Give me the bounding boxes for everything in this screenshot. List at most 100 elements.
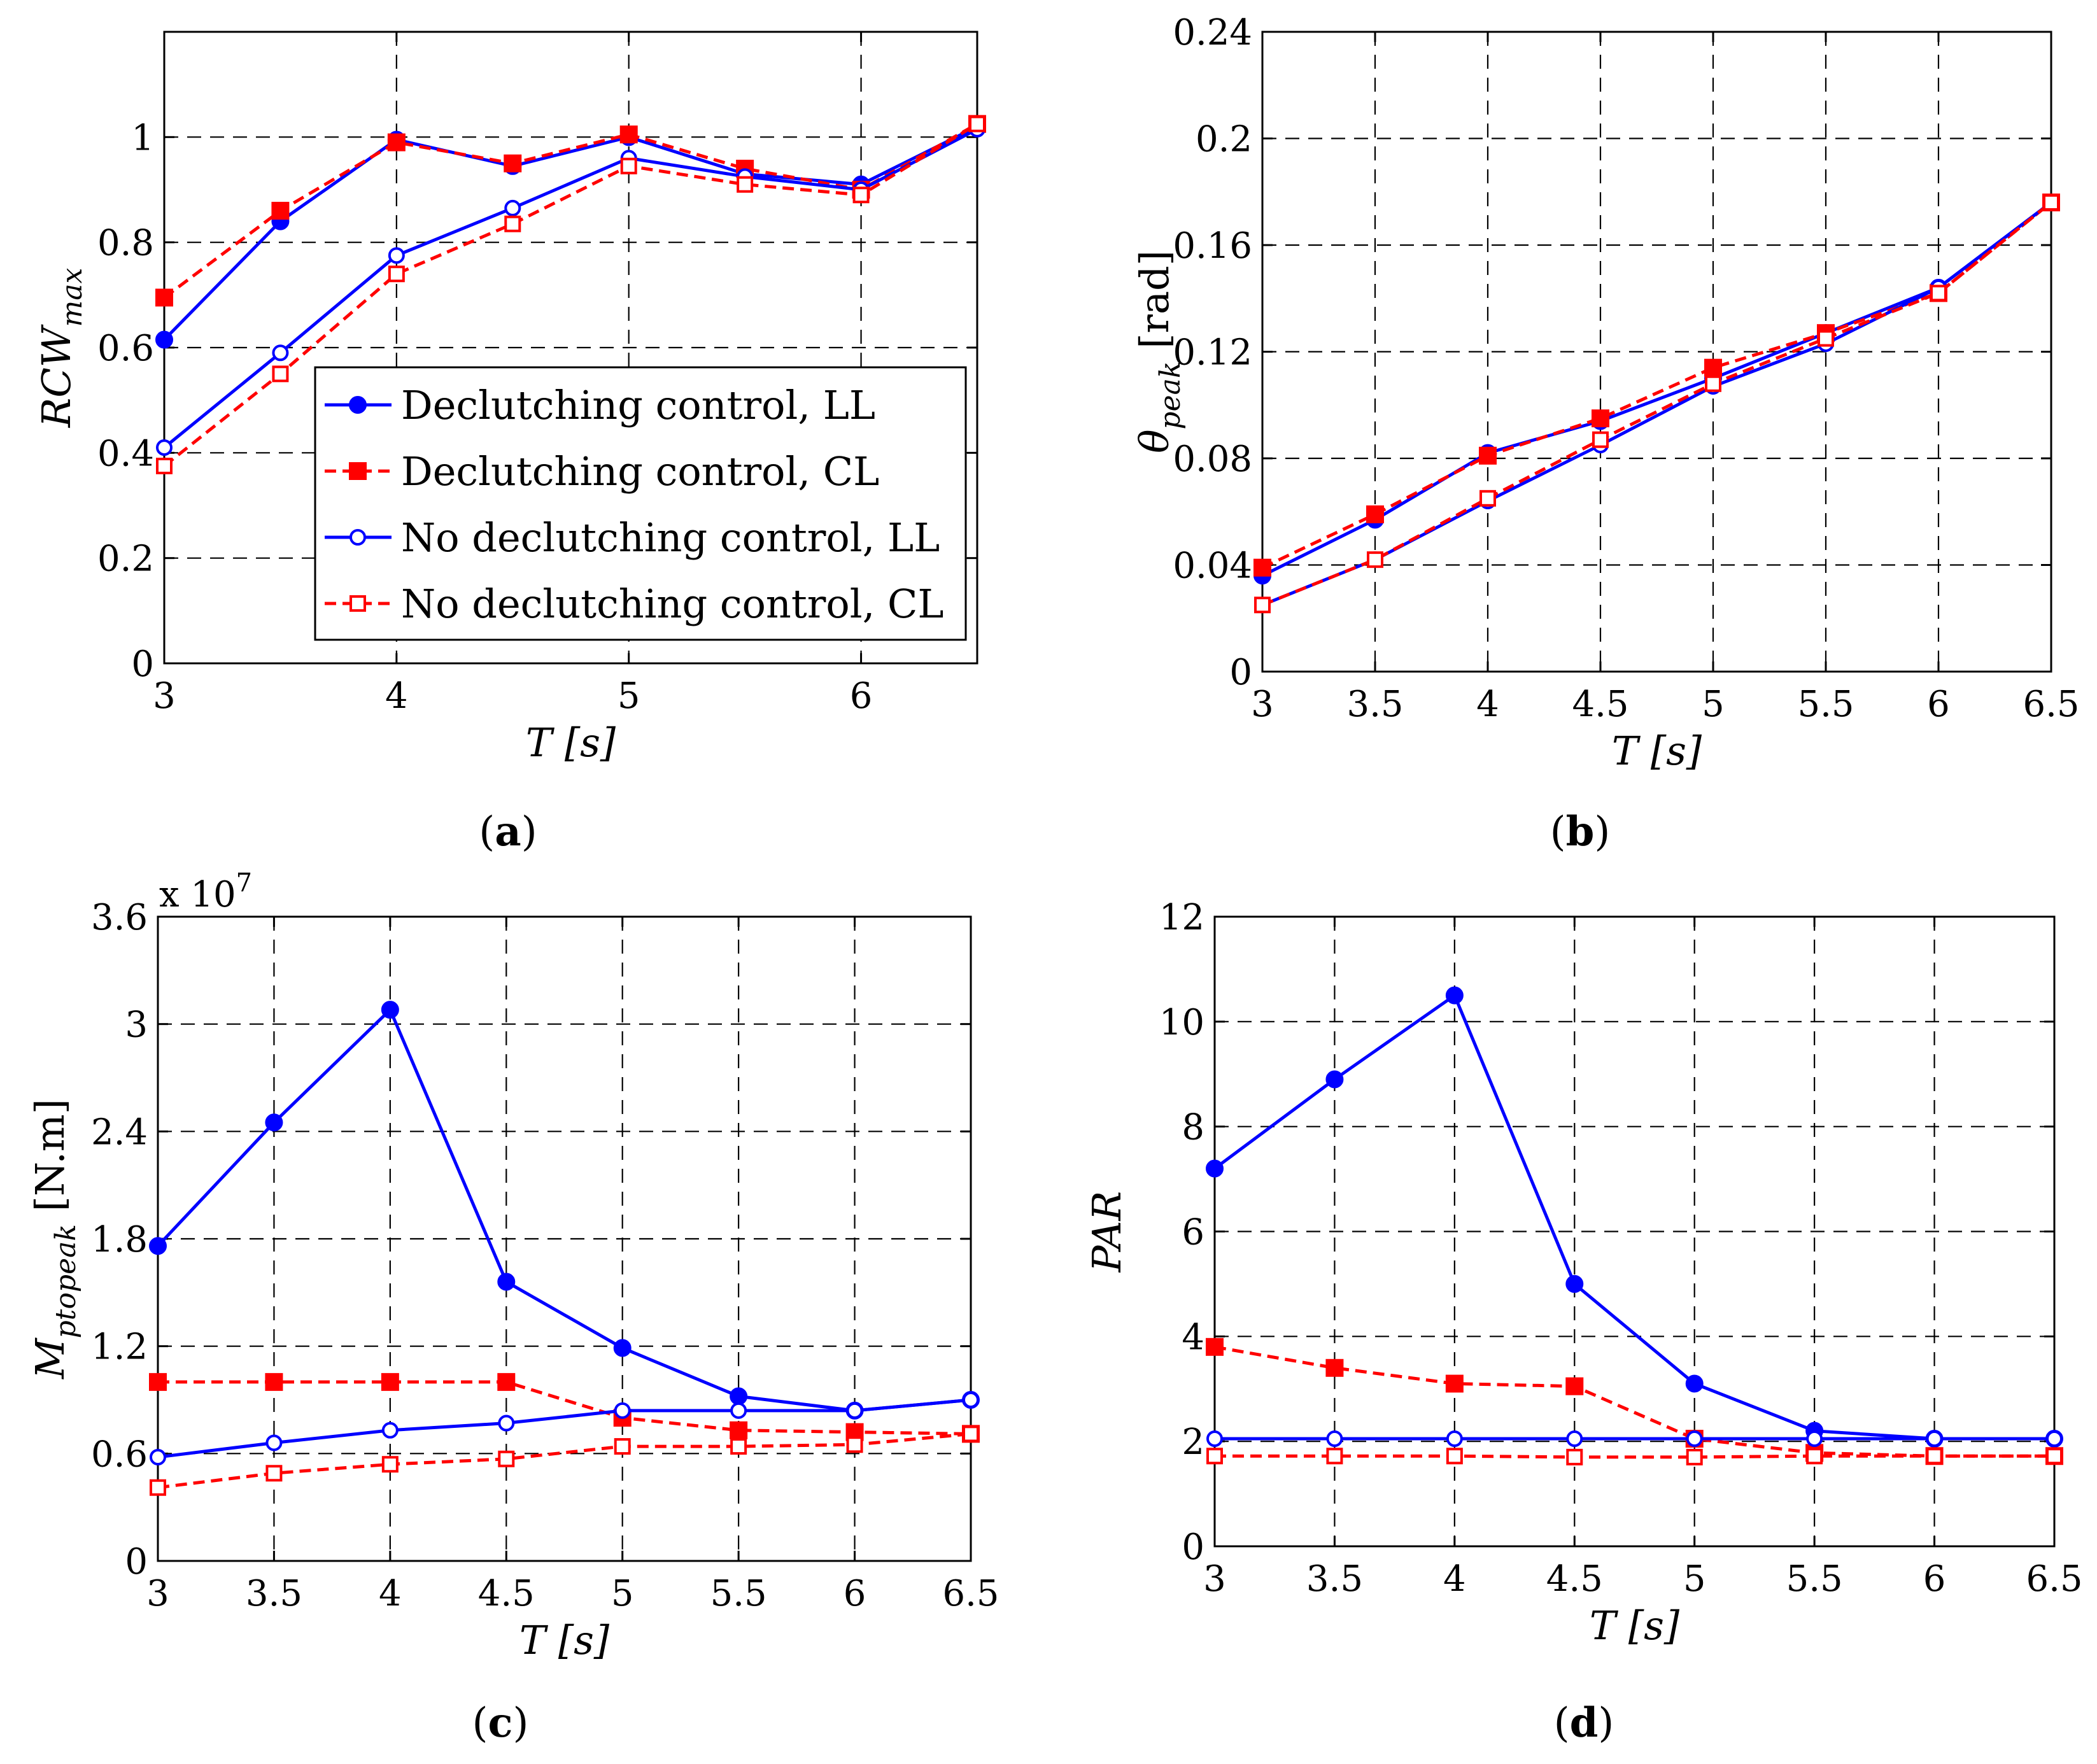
legend-marker-dc_ll	[349, 396, 367, 414]
series-nodc_cl	[156, 115, 985, 474]
caption-letter: b	[1566, 808, 1595, 856]
x-tick-label: 5.5	[1786, 1558, 1843, 1600]
y-axis-label-main: θ	[1131, 430, 1178, 453]
panel-a: 3 4 5 6 0 0.2 0.4 0.6 0.8 1 T [s] RCWmax Declutching…	[33, 31, 986, 856]
panel-caption-d: (d)	[1554, 1699, 1614, 1747]
data-point-dc_cl	[497, 1372, 516, 1391]
data-point-dc_cl	[1253, 558, 1271, 577]
y-axis-label-sub: ptopeak	[50, 1224, 82, 1338]
panel-caption-a: (a)	[479, 808, 537, 856]
x-tick-label: 3	[146, 1573, 169, 1614]
caption-paren-open: (	[472, 1700, 488, 1747]
x-tick-label: 4.5	[1572, 684, 1628, 725]
series-nodc_cl	[1206, 1448, 2063, 1465]
y-tick-label: 0.12	[1173, 332, 1252, 374]
y-tick-label: 0.2	[97, 539, 154, 580]
data-point-dc_cl	[381, 1372, 399, 1391]
data-point-nodc_cl	[265, 1465, 283, 1482]
y-tick-label: 0.04	[1173, 546, 1252, 587]
y-axis-label: PAR	[1084, 1191, 1130, 1273]
x-axis-label: T [s]	[519, 1617, 610, 1663]
data-point-dc_ll	[381, 1001, 399, 1019]
series-line-nodc_cl	[163, 122, 978, 467]
x-tick-label: 4.5	[1546, 1558, 1603, 1600]
x-tick-label: 3.5	[1346, 684, 1403, 725]
panel-c: 3 3.5 4 4.5 5 5.5 6 6.5 0 0.6 1.2 1.8 2.4 3 3.6 x 107 T …	[27, 868, 999, 1747]
x-tick-label: 4.5	[478, 1573, 535, 1614]
data-point-dc_cl	[1366, 505, 1384, 523]
panel-caption-b: (b)	[1550, 808, 1611, 856]
panel-b: 3 3.5 4 4.5 5 5.5 6 6.5 0 0.04 0.08 0.12 0.16 0.2 0.24…	[1131, 12, 2080, 856]
data-point-dc_ll	[155, 330, 173, 349]
data-point-dc_ll	[1685, 1374, 1704, 1393]
data-point-nodc_ll	[1566, 1430, 1583, 1448]
y-tick-label: 0.08	[1173, 439, 1252, 480]
y-tick-label: 0.4	[97, 433, 154, 474]
data-point-nodc_ll	[272, 344, 289, 362]
caption-paren-close: )	[1598, 1700, 1614, 1747]
data-point-nodc_ll	[730, 1402, 747, 1419]
series-line-nodc_cl	[157, 1432, 971, 1490]
data-point-nodc_ll	[1926, 1430, 1943, 1448]
y-tick-label: 4	[1182, 1316, 1204, 1358]
y-axis-label-unit: [N.m]	[27, 1099, 73, 1224]
data-point-nodc_ll	[265, 1434, 283, 1451]
y-axis-label-unit: [rad]	[1131, 250, 1178, 361]
data-point-dc_cl	[619, 125, 638, 144]
data-point-nodc_ll	[498, 1415, 515, 1432]
caption-letter: c	[488, 1699, 513, 1747]
legend-marker-dc_cl	[349, 462, 367, 480]
series-nodc_ll	[150, 1392, 979, 1465]
data-point-dc_ll	[265, 1113, 283, 1132]
series-nodc_cl	[150, 1425, 979, 1496]
data-point-dc_cl	[1704, 358, 1722, 377]
y-tick-label: 0	[1229, 652, 1252, 693]
x-tick-label: 6.5	[2023, 684, 2079, 725]
data-point-dc_cl	[387, 133, 406, 152]
data-point-nodc_cl	[737, 176, 754, 193]
y-axis-label: θpeak [rad]	[1131, 250, 1187, 453]
data-point-nodc_cl	[272, 365, 289, 383]
data-point-nodc_cl	[2046, 1448, 2063, 1465]
caption-paren-open: (	[479, 808, 495, 856]
y-exponent-label: x 107	[159, 868, 252, 915]
legend-box	[314, 366, 967, 641]
data-point-nodc_cl	[1930, 285, 1947, 302]
data-point-nodc_ll	[1446, 1430, 1463, 1448]
y-tick-label: 2.4	[91, 1111, 148, 1153]
data-point-nodc_cl	[1367, 551, 1383, 568]
x-tick-label: 5	[1683, 1558, 1706, 1600]
y-tick-label: 0.6	[91, 1434, 148, 1475]
data-point-nodc_ll	[1326, 1430, 1343, 1448]
x-tick-label: 3.5	[1306, 1558, 1363, 1600]
data-point-dc_ll	[730, 1387, 748, 1406]
data-point-nodc_ll	[846, 1402, 863, 1419]
series-line-nodc_cl	[1215, 1454, 2054, 1459]
caption-paren-open: (	[1550, 808, 1566, 856]
data-point-nodc_cl	[1686, 1448, 1703, 1465]
data-point-nodc_cl	[1479, 490, 1496, 507]
y-tick-label: 0.24	[1173, 12, 1252, 53]
data-point-nodc_cl	[1566, 1448, 1583, 1465]
series-line-nodc_ll	[163, 127, 978, 449]
y-tick-label: 12	[1159, 897, 1204, 938]
x-tick-label: 5	[1702, 684, 1725, 725]
legend-marker-nodc_cl	[350, 595, 366, 612]
data-point-nodc_ll	[388, 247, 405, 264]
x-tick-label: 4	[385, 675, 408, 717]
caption-paren-close: )	[512, 1700, 528, 1747]
series-nodc_cl	[1254, 194, 2059, 614]
data-point-nodc_ll	[156, 439, 173, 456]
data-point-nodc_ll	[963, 1392, 979, 1408]
y-tick-label: 1.2	[91, 1327, 148, 1368]
x-tick-label: 6	[850, 675, 873, 717]
data-point-nodc_cl	[1926, 1448, 1943, 1465]
data-point-dc_cl	[155, 288, 173, 307]
y-tick-label: 0.6	[97, 328, 154, 369]
y-tick-label: 10	[1159, 1002, 1204, 1043]
data-point-nodc_cl	[614, 1438, 631, 1455]
x-tick-label: 3.5	[246, 1573, 302, 1614]
legend-label-dc_cl: Declutching control, CL	[401, 448, 879, 495]
x-axis-label: T [s]	[1590, 1602, 1680, 1649]
data-point-nodc_ll	[1806, 1430, 1823, 1448]
